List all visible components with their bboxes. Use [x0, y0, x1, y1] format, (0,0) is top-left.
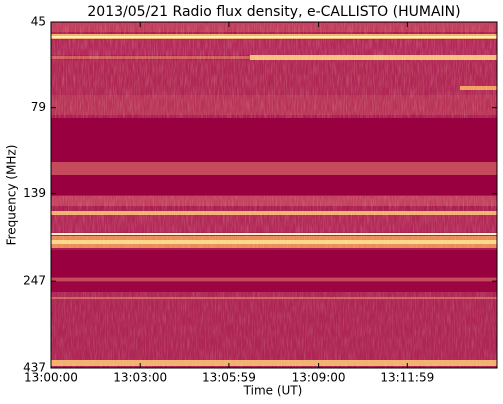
- chart-title: 2013/05/21 Radio flux density, e-CALLIST…: [87, 4, 460, 20]
- x-tick-label: 13:11:59: [380, 371, 434, 385]
- x-tick-label: 13:05:59: [202, 371, 256, 385]
- y-tick-label: 79: [31, 100, 46, 114]
- plot-frame: [50, 21, 498, 369]
- y-tick-label: 45: [31, 15, 46, 29]
- y-tick-label: 437: [23, 361, 46, 375]
- spectrogram-image: [51, 22, 497, 368]
- y-axis-label: Frequency (MHz): [5, 145, 19, 246]
- x-tick-label: 13:00:00: [24, 371, 78, 385]
- x-axis-label: Time (UT): [243, 384, 303, 398]
- y-tick-label: 247: [23, 274, 46, 288]
- x-tick-label: 13:09:00: [292, 371, 346, 385]
- x-tick-label: 13:03:00: [113, 371, 167, 385]
- y-tick-label: 139: [23, 186, 46, 200]
